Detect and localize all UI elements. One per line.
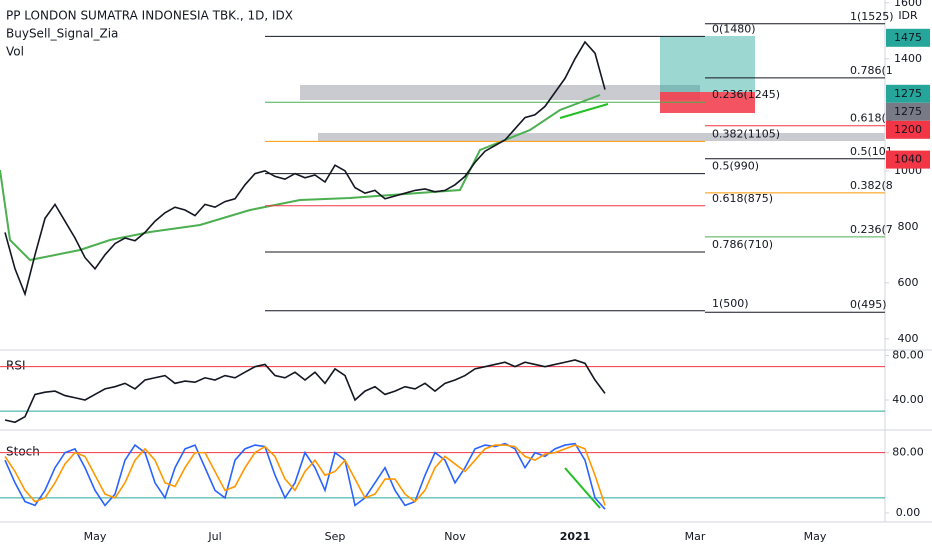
x-tick-label: Mar: [685, 530, 706, 543]
y-tick-label: 0.00: [896, 506, 921, 519]
y-tick-label: 40.00: [892, 393, 924, 406]
price-badge-label: 1200: [894, 123, 922, 136]
fib-label: 0.618(1: [850, 112, 893, 125]
y-tick-label: 600: [898, 276, 919, 289]
y-tick-label: 1600: [894, 0, 922, 9]
y-tick-label: 80.00: [892, 446, 924, 459]
fib-label: 0.5(101: [850, 145, 893, 158]
y-tick-label: 800: [898, 220, 919, 233]
fib-label: 0.786(1: [850, 64, 893, 77]
axis-unit: IDR: [898, 9, 918, 22]
x-tick-label: May: [84, 530, 107, 543]
trend-line: [564, 467, 601, 509]
price-badge-label: 1040: [894, 153, 922, 166]
fib-label: 0(495): [850, 298, 887, 311]
indicator-name: Vol: [6, 45, 24, 59]
supertrend: [0, 94, 601, 262]
pane-title: RSI: [6, 359, 26, 373]
x-tick-label: Nov: [444, 530, 466, 543]
trend-line: [559, 103, 609, 119]
price-badge-label: 1475: [894, 31, 922, 44]
fib-label: 1(1525): [850, 10, 894, 23]
pane-title: Stoch: [6, 445, 40, 459]
x-tick-label: Jul: [207, 530, 221, 543]
fib-label: 0.618(875): [712, 192, 773, 205]
y-tick-label: 80.00: [892, 349, 924, 362]
fib-label: 0(1480): [712, 22, 756, 35]
x-tick-label: 2021: [560, 530, 591, 543]
fib-label: 0.236(1245): [712, 88, 780, 101]
price-badge-label: 1275: [894, 105, 922, 118]
line: [4, 40, 606, 297]
x-tick-label: Sep: [325, 530, 346, 543]
price-badge-label: 1275: [894, 87, 922, 100]
line: [4, 444, 606, 506]
chart-title: PP LONDON SUMATRA INDONESIA TBK., 1D, ID…: [6, 9, 293, 23]
fib-label: 0.382(8: [850, 179, 893, 192]
target-zone: [660, 36, 755, 92]
price-badge: [886, 120, 930, 139]
indicator-name: BuySell_Signal_Zia: [6, 27, 118, 41]
zone: [318, 133, 885, 141]
line: [4, 359, 606, 424]
y-tick-label: 1400: [894, 52, 922, 65]
line: [4, 442, 606, 510]
zone: [300, 85, 700, 100]
fib-label: 0.236(7: [850, 223, 893, 236]
price-badge: [886, 28, 930, 47]
y-tick-label: 400: [898, 332, 919, 345]
fib-label: 0.382(1105): [712, 127, 780, 140]
price-badge: [886, 150, 930, 169]
fib-label: 1(500): [712, 297, 749, 310]
price-badge: [886, 84, 930, 103]
fib-label: 0.5(990): [712, 160, 759, 173]
x-tick-label: May: [804, 530, 827, 543]
fib-label: 0.786(710): [712, 238, 773, 251]
price-badge: [886, 102, 930, 121]
stop-zone: [660, 92, 755, 113]
